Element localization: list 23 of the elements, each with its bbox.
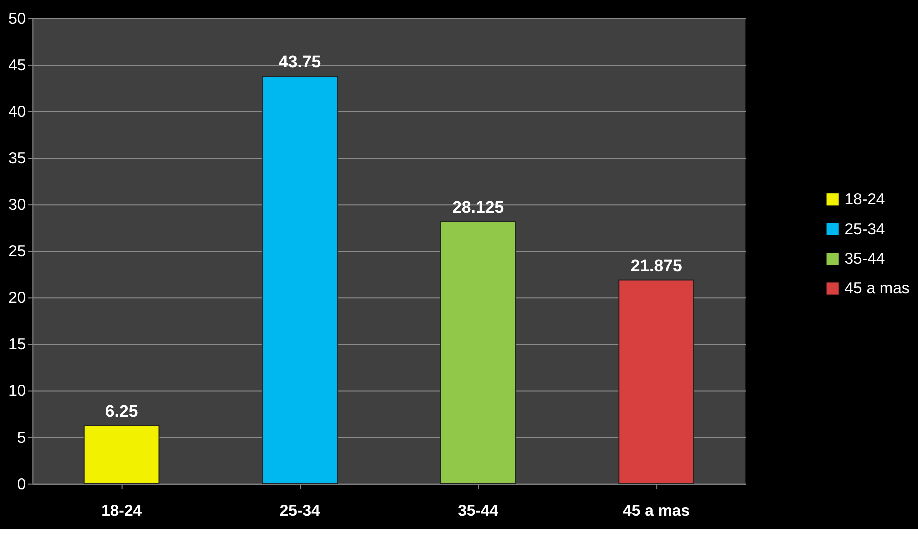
x-tick-label: 25-34 [280, 503, 320, 520]
legend-label: 18-24 [844, 192, 886, 209]
y-tick-label: 0 [17, 476, 26, 494]
data-label: 43.75 [278, 52, 322, 72]
legend-label: 25-34 [844, 221, 886, 238]
y-tick-label: 25 [8, 244, 26, 261]
y-tick-label: 50 [8, 10, 26, 28]
y-tick-label: 30 [8, 197, 26, 214]
y-tick-label: 45 [8, 57, 26, 74]
data-label: 28.125 [452, 198, 504, 218]
y-tick-label: 5 [17, 430, 26, 447]
legend-label: 45 a mas [844, 280, 910, 298]
y-tick-label: 15 [8, 336, 26, 354]
y-tick-label: 35 [8, 150, 26, 168]
y-tick-label: 40 [8, 104, 26, 121]
y-tick-label: 10 [8, 383, 26, 400]
x-tick-label: 18-24 [102, 503, 142, 520]
y-tick-label: 20 [8, 290, 26, 308]
data-label: 21.875 [630, 256, 682, 276]
data-label: 6.25 [105, 402, 138, 421]
x-tick-label: 45 a mas [623, 503, 690, 520]
x-tick-label: 35-44 [458, 503, 499, 520]
legend-label: 35-44 [844, 251, 886, 268]
